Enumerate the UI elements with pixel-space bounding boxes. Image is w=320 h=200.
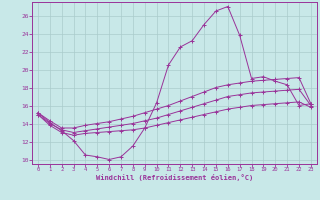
X-axis label: Windchill (Refroidissement éolien,°C): Windchill (Refroidissement éolien,°C) <box>96 174 253 181</box>
